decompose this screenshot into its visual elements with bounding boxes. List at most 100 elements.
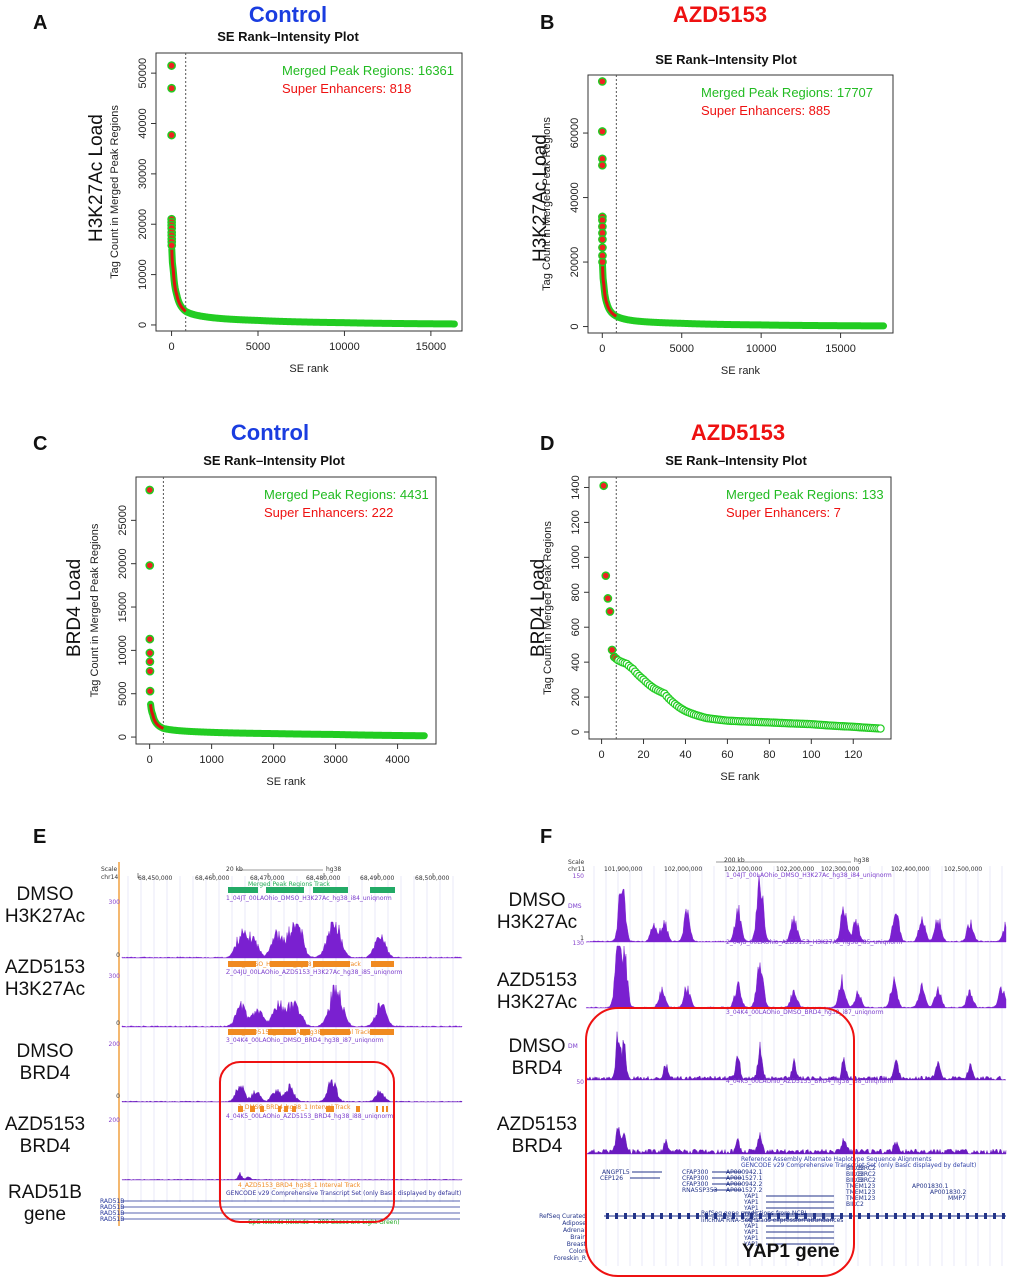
legend-super: Super Enhancers: 7 <box>726 505 841 520</box>
x-tick-label: 1000 <box>199 754 223 766</box>
e-interval-block <box>300 1029 310 1035</box>
f-exon <box>606 1213 609 1219</box>
f-tissue: Adipose <box>562 1220 586 1227</box>
f-exon <box>687 1213 690 1219</box>
e-track-label-4: RAD51B gene <box>8 1182 82 1225</box>
e-coord: 68,450,000 <box>138 875 173 882</box>
e-signal-azd-h3k27ac <box>121 984 463 1028</box>
x-tick-label: 40 <box>679 749 691 761</box>
f-exon <box>759 1213 762 1219</box>
x-axis-label: SE rank <box>289 363 329 375</box>
super-enhancer-point <box>145 657 155 666</box>
e-y-scale-4: 200 <box>109 1117 121 1124</box>
super-enhancer-point <box>603 594 613 603</box>
f-exon <box>660 1213 663 1219</box>
f-exon <box>831 1213 834 1219</box>
f-track-label-0: DMSO H3K27Ac <box>496 890 578 933</box>
f-gene-mid: YAP1 <box>743 1223 759 1230</box>
f-gene-right: AP001830.1 <box>912 1183 949 1190</box>
f-gene-mid: AP000942.2 <box>726 1181 763 1188</box>
super-enhancer-point <box>145 666 155 676</box>
f-tissue: Foreskin_R <box>554 1255 586 1262</box>
plot-title-a: SE Rank–Intensity Plot <box>217 29 359 44</box>
y-tick-label: 60000 <box>569 118 581 149</box>
e-interval-name-4: 4_AZD5153_BRD4_hg38_1 Interval Track <box>238 1182 361 1189</box>
e-assembly: hg38 <box>326 866 341 873</box>
e-track-name-2: Z_04JU_00LAOhio_AZD5153_H3K27Ac_hg38_i85… <box>226 969 403 976</box>
f-signal-dmso-brd4 <box>585 1031 1007 1081</box>
chart-c: 0 1000 2000 3000 4000 0 5000 10000 15000 20000 250… <box>89 476 437 788</box>
y-tick-label: 20000 <box>117 548 129 579</box>
e-interval-block <box>270 961 308 967</box>
curve-body <box>147 700 428 740</box>
e-interval-block <box>356 1106 360 1112</box>
plot-title-b: SE Rank–Intensity Plot <box>655 52 797 67</box>
e-highlight-box <box>219 1061 395 1223</box>
x-tick-label: 120 <box>844 749 862 761</box>
e-interval-block <box>386 1106 388 1112</box>
f-exon <box>885 1213 888 1219</box>
super-enhancer-point <box>597 77 607 86</box>
f-signal-dmso-h3k27ac <box>585 874 1007 943</box>
e-track-label-3: AZD5153 BRD4 <box>4 1114 86 1157</box>
x-tick-label: 80 <box>763 749 775 761</box>
f-exon <box>633 1213 636 1219</box>
f-gene-left: CFAP300 <box>682 1181 708 1188</box>
e-merged-peak <box>313 887 348 893</box>
f-scale-label: Scale <box>568 859 584 866</box>
y-tick-label: 20000 <box>569 247 581 278</box>
f-track-name-2: 2_04JU_00LAOhio_AZD5153_H3K27Ac_hg38_i85… <box>726 939 902 946</box>
legend-merged: Merged Peak Regions: 16361 <box>282 63 454 78</box>
panel-letter-e: E <box>33 826 47 848</box>
y-tick-label: 200 <box>570 688 582 706</box>
e-interval-block <box>278 1106 281 1112</box>
y-tick-label: 20000 <box>137 209 149 240</box>
e-gencode-name: GENCODE v29 Comprehensive Transcript Set… <box>226 1190 461 1197</box>
panel-letter-a: A <box>33 12 48 34</box>
chart-b: 0 5000 10000 15000 0 20000 40000 60000 SE rank Ta… <box>541 74 894 377</box>
f-refseq-name: RefSeq gene predictions from NCBI <box>701 1210 807 1217</box>
f-exon <box>966 1213 969 1219</box>
y-tick-label: 0 <box>569 323 581 329</box>
y-tick-label: 0 <box>117 734 129 740</box>
f-exon <box>894 1213 897 1219</box>
f-assembly: hg38 <box>854 857 869 864</box>
f-gene-right: BIRC2 <box>858 1177 876 1184</box>
f-exon <box>615 1213 618 1219</box>
f-exon <box>867 1213 870 1219</box>
e-interval-block <box>268 1029 296 1035</box>
e-interval-block <box>284 1106 288 1112</box>
f-gene-mid: YAP1 <box>743 1199 759 1206</box>
legend-super: Super Enhancers: 885 <box>701 103 830 118</box>
f-exon <box>930 1213 933 1219</box>
f-signal-azd-h3k27ac <box>585 945 1007 1009</box>
e-scale-bar-label: 20 kb <box>226 866 243 873</box>
f-gene-mid: YAP1 <box>743 1217 759 1224</box>
e-interval-block <box>313 961 350 967</box>
e-scale-label: Scale <box>101 866 117 873</box>
plot-frame <box>587 74 894 334</box>
f-y-scale-1: 150 <box>573 873 585 880</box>
x-tick-label: 0 <box>147 754 153 766</box>
f-exon <box>903 1213 906 1219</box>
f-gene-right: MMP7 <box>948 1195 966 1202</box>
x-tick-label: 0 <box>599 749 605 761</box>
plot-title-d: SE Rank–Intensity Plot <box>665 453 807 468</box>
legend-merged: Merged Peak Regions: 133 <box>726 487 884 502</box>
y-tick-label: 50000 <box>137 58 149 89</box>
y-tick-label: 10000 <box>137 259 149 290</box>
e-interval-block <box>326 1106 334 1112</box>
f-exon <box>723 1213 726 1219</box>
curve-body <box>599 261 888 330</box>
e-signal-dmso-h3k27ac <box>121 921 463 959</box>
f-exon <box>921 1213 924 1219</box>
super-enhancer-point <box>167 241 177 250</box>
e-interval-block <box>250 1106 255 1112</box>
f-tissue: Brain <box>570 1234 586 1241</box>
f-gene-right: BIRC2 <box>858 1165 876 1172</box>
e-gene-row: RAD51B <box>100 1198 124 1205</box>
f-highlight-box <box>585 1007 855 1277</box>
super-enhancer-point <box>167 130 176 140</box>
